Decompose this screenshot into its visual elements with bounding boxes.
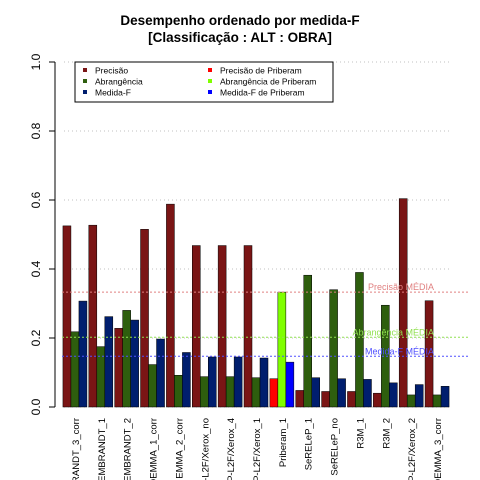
- reference-line-label: Abrangência MÉDIA: [352, 327, 434, 337]
- chart-title: Desempenho ordenado por medida-F: [120, 13, 360, 28]
- bar: [363, 379, 372, 408]
- legend-swatch: [208, 68, 212, 72]
- x-tick-label: R3M_2: [381, 418, 392, 449]
- bar: [414, 384, 424, 408]
- bar: [311, 377, 320, 408]
- x-tick-label: EMBRANDT_1: [97, 418, 108, 480]
- bar: [398, 198, 408, 408]
- legend-label: Abrangência: [95, 76, 143, 86]
- bar: [373, 392, 382, 408]
- bar: [192, 245, 201, 408]
- bar: [243, 245, 253, 408]
- legend-label: Abrangência de Priberam: [220, 76, 316, 86]
- legend-box: [74, 61, 334, 103]
- bar: [347, 391, 356, 408]
- bar: [277, 291, 287, 408]
- x-tick-label: P-L2F/Xerox_no: [200, 418, 211, 480]
- bar: [96, 346, 106, 408]
- bar: [114, 328, 123, 408]
- bar: [321, 391, 330, 408]
- legend-label: Medida-F de Priberam: [220, 87, 305, 97]
- bar: [208, 356, 217, 408]
- bar: [140, 229, 149, 408]
- bar: [269, 378, 279, 408]
- x-tick-label: SeRELeP_no: [330, 418, 341, 476]
- bar: [104, 316, 114, 408]
- bar: [295, 390, 304, 408]
- x-tick-label: P-L2F/Xerox_2: [407, 418, 418, 480]
- bar: [355, 272, 364, 408]
- bar: [406, 394, 416, 408]
- x-tick-label: DEMMA_1_corr: [149, 418, 160, 480]
- legend-swatch: [83, 68, 87, 72]
- bar: [122, 310, 131, 408]
- bar: [174, 375, 183, 408]
- bar: [78, 300, 88, 408]
- y-tick-label: 0.6: [29, 191, 43, 208]
- bar: [424, 300, 434, 408]
- x-tick-label: RANDT_3_corr: [71, 418, 82, 480]
- bar: [225, 376, 235, 408]
- bar: [259, 357, 269, 408]
- legend-swatch: [208, 90, 212, 94]
- reference-line-label: Medida-F MÉDIA: [365, 346, 434, 356]
- bar: [389, 382, 398, 408]
- bar: [200, 376, 209, 408]
- legend-label: Precisão: [95, 65, 128, 75]
- bar: [156, 338, 165, 408]
- bar: [303, 274, 312, 408]
- bar: [440, 386, 450, 408]
- bar: [381, 304, 390, 408]
- legend-label: Medida-F: [95, 87, 131, 97]
- x-tick-label: DEMMA_3_corr: [433, 418, 444, 480]
- x-tick-label: R3M_1: [355, 418, 366, 449]
- y-tick-label: 0.2: [29, 329, 43, 346]
- bar: [217, 245, 227, 408]
- x-tick-label: SeRELeP_1: [304, 418, 315, 470]
- x-tick-label: P-L2F/Xerox_1: [252, 418, 263, 480]
- bar: [182, 352, 191, 408]
- bar: [148, 364, 157, 408]
- bar: [329, 289, 338, 408]
- x-tick-label: EMMA_2_corr: [174, 418, 185, 479]
- x-tick-label: EMBRANDT_2: [123, 418, 134, 480]
- bar: [233, 356, 243, 408]
- bar: [166, 203, 175, 408]
- legend-label: Precisão de Priberam: [220, 65, 302, 75]
- bar: [432, 394, 442, 408]
- bar: [337, 378, 346, 408]
- bar: [130, 319, 139, 408]
- y-tick-label: 1.0: [29, 53, 43, 70]
- legend-swatch: [208, 79, 212, 83]
- bar: [285, 361, 295, 408]
- bar: [70, 331, 80, 408]
- legend-swatch: [83, 79, 87, 83]
- y-tick-label: 0.0: [29, 398, 43, 415]
- y-tick-label: 0.8: [29, 122, 43, 139]
- bar: [251, 377, 261, 408]
- chart-subtitle: [Classificação : ALT : OBRA]: [148, 30, 332, 45]
- x-tick-label: P-L2F/Xerox_4: [226, 418, 237, 480]
- legend-swatch: [83, 90, 87, 94]
- reference-line-label: Precisão MÉDIA: [368, 282, 434, 292]
- x-tick-label: Priberam_1: [278, 418, 289, 467]
- bar: [88, 224, 98, 408]
- bar: [62, 225, 72, 408]
- y-tick-label: 0.4: [29, 260, 43, 277]
